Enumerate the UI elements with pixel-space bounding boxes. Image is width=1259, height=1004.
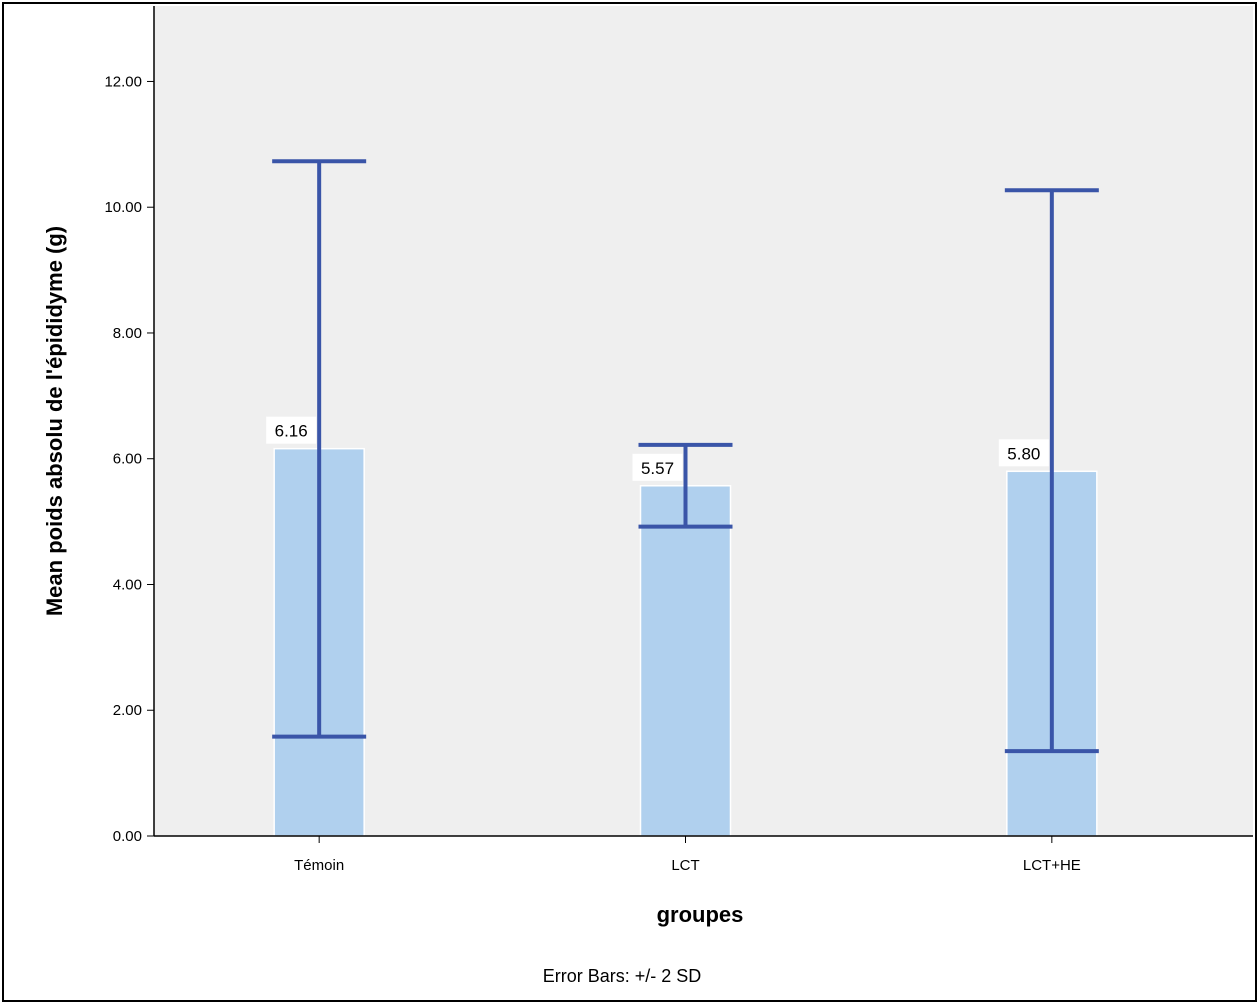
data-label-box (998, 439, 1049, 467)
data-label-box (266, 416, 317, 444)
data-label: 5.80 (1007, 444, 1040, 463)
x-axis-title: groupes (657, 902, 744, 927)
x-tick-label: Témoin (294, 857, 344, 874)
data-labels: 6.16 5.57 5.80 (266, 416, 1049, 481)
y-tick-label: 6.00 (113, 451, 142, 468)
data-label-box (632, 453, 683, 481)
x-axis-ticks: Témoin LCT LCT+HE (294, 836, 1081, 874)
y-tick-label: 10.00 (104, 199, 142, 216)
bar (639, 485, 732, 837)
y-tick-label: 0.00 (113, 828, 142, 845)
y-tick-label: 8.00 (113, 325, 142, 342)
y-tick-label: 2.00 (113, 702, 142, 719)
x-tick-label: LCT+HE (1023, 857, 1081, 874)
y-tick-label: 12.00 (104, 73, 142, 90)
data-label: 5.57 (641, 459, 674, 478)
error-bars (272, 159, 1099, 754)
y-axis-title: Mean poids absolu de l'épididyme (g) (42, 226, 67, 616)
x-tick-label: LCT (671, 857, 699, 874)
y-tick-label: 4.00 (113, 576, 142, 593)
y-axis-ticks: 0.00 2.00 4.00 6.00 8.00 10.00 12.00 (104, 73, 154, 845)
error-bars-note: Error Bars: +/- 2 SD (543, 966, 702, 986)
data-label: 6.16 (275, 422, 308, 441)
